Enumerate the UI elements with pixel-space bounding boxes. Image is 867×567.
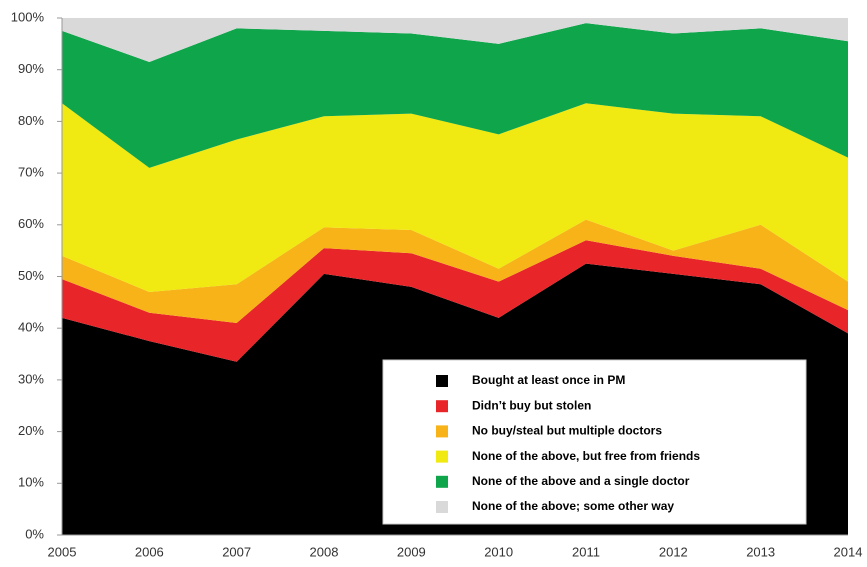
- area: [62, 103, 848, 293]
- legend-swatch: [436, 501, 448, 513]
- y-tick-label: 0%: [25, 526, 44, 541]
- legend-label: Didn’t buy but stolen: [472, 398, 591, 412]
- x-tick-label: 2013: [746, 544, 775, 559]
- legend-swatch: [436, 450, 448, 463]
- area: [62, 240, 848, 362]
- x-tick-label: 2012: [659, 544, 688, 559]
- y-tick-label: 100%: [11, 9, 45, 24]
- x-tick-label: 2010: [484, 544, 513, 559]
- y-tick-label: 60%: [18, 216, 44, 231]
- legend-swatch: [436, 475, 448, 488]
- y-tick-label: 30%: [18, 371, 44, 386]
- area: [62, 23, 848, 168]
- legend-label: None of the above, but free from friends: [472, 449, 700, 463]
- legend-swatch: [436, 375, 448, 387]
- x-tick-label: 2008: [310, 544, 339, 559]
- y-tick-label: 50%: [18, 268, 44, 283]
- legend-label: Bought at least once in PM: [472, 373, 625, 387]
- legend-label: None of the above; some other way: [472, 499, 674, 513]
- y-tick-label: 90%: [18, 61, 44, 76]
- x-tick-label: 2005: [48, 544, 77, 559]
- legend-swatch: [436, 425, 448, 438]
- y-tick-label: 80%: [18, 113, 44, 128]
- x-tick-label: 2011: [572, 544, 600, 559]
- x-tick-label: 2009: [397, 544, 426, 559]
- y-tick-label: 10%: [18, 475, 44, 490]
- y-tick-label: 70%: [18, 165, 44, 180]
- legend-box: [382, 359, 807, 525]
- area: [62, 219, 848, 324]
- legend-swatch: [436, 400, 448, 413]
- area: [62, 18, 848, 62]
- legend-label: No buy/steal but multiple doctors: [472, 424, 662, 438]
- y-tick-label: 40%: [18, 320, 44, 335]
- x-tick-label: 2014: [834, 544, 863, 559]
- legend-label: None of the above and a single doctor: [472, 474, 690, 488]
- x-tick-label: 2006: [135, 544, 164, 559]
- legend: Bought at least once in PM Didn’t buy but…: [382, 359, 807, 525]
- x-tick-label: 2007: [222, 544, 251, 559]
- y-tick-label: 20%: [18, 423, 44, 438]
